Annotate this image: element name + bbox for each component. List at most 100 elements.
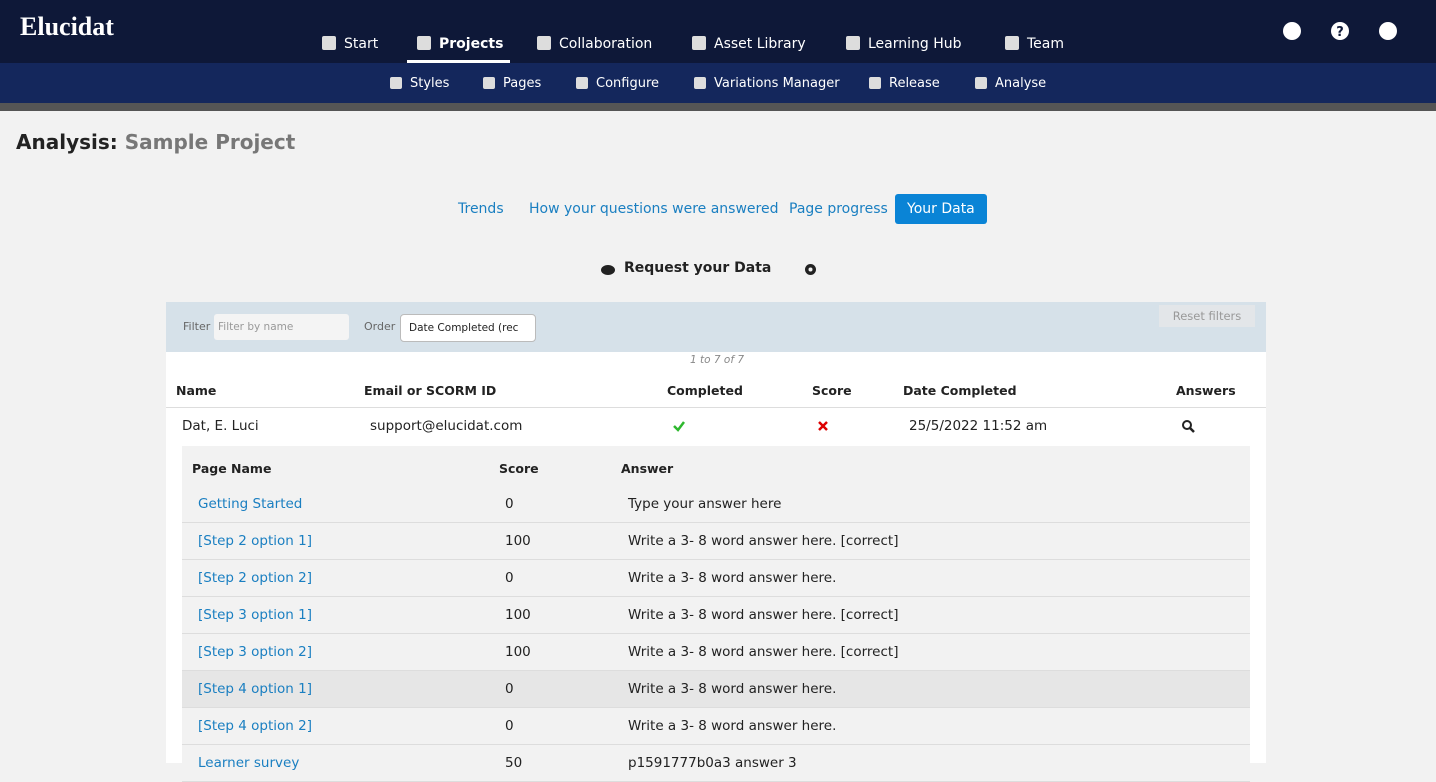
subnav-icon (390, 77, 402, 89)
answer-cell: Write a 3- 8 word answer here. (628, 570, 837, 586)
request-data[interactable]: Request your Data (624, 260, 772, 276)
page-link[interactable]: [Step 2 option 1] (198, 533, 313, 549)
nav-active (407, 60, 510, 63)
page-link[interactable]: [Step 4 option 2] (198, 718, 313, 734)
completed-check (673, 421, 685, 432)
subnav-label: Pages (503, 76, 542, 91)
nav-icon (417, 36, 431, 50)
page-link[interactable]: Getting Started (198, 496, 303, 512)
answer-cell: Write a 3- 8 word answer here. [correct] (628, 644, 899, 660)
answers-header (182, 446, 1250, 487)
tab[interactable]: How your questions were answered (529, 201, 779, 217)
divider (0, 103, 1436, 111)
filter-label: Filter (183, 320, 211, 333)
tab[interactable]: Page progress (789, 201, 888, 217)
nav-icon (537, 36, 551, 50)
filter-input[interactable]: Filter by name (214, 314, 349, 340)
page-link[interactable]: [Step 2 option 2] (198, 570, 313, 586)
answer-cell: Write a 3- 8 word answer here. (628, 681, 837, 697)
nav-label: Projects (439, 36, 504, 52)
answer-row (182, 671, 1250, 708)
subnav-label: Styles (410, 76, 450, 91)
subnav-label: Configure (596, 76, 660, 91)
title-prefix: Analysis: (16, 130, 118, 154)
answers-button[interactable] (1181, 419, 1195, 433)
table-cell: support@elucidat.com (370, 418, 523, 434)
answer-row (182, 597, 1250, 634)
table-cell: 25/5/2022 11:52 am (909, 418, 1048, 434)
score-cross (818, 421, 828, 431)
nav-item[interactable]: Projects (417, 36, 503, 52)
nav-item[interactable]: Collaboration (537, 36, 652, 52)
answer-cell: 100 (505, 644, 531, 660)
answer-cell: 100 (505, 607, 531, 623)
page-link[interactable]: Learner survey (198, 755, 300, 771)
answer-cell: Write a 3- 8 word answer here. [correct] (628, 607, 899, 623)
nav-item[interactable]: Learning Hub (846, 36, 962, 52)
answer-row (182, 560, 1250, 597)
answer-cell: 0 (505, 681, 514, 697)
answer-cell: Write a 3- 8 word answer here. (628, 718, 837, 734)
nav-icon (1005, 36, 1019, 50)
page-link[interactable]: [Step 3 option 1] (198, 607, 313, 623)
answer-row (182, 708, 1250, 745)
nav-label: Start (344, 36, 379, 52)
answer-cell: Write a 3- 8 word answer here. [correct] (628, 533, 899, 549)
subnav-item[interactable]: Release (869, 76, 940, 91)
nav-icon (846, 36, 860, 50)
settings-icon[interactable] (804, 263, 817, 276)
nav-item[interactable]: Team (1005, 36, 1064, 52)
order-label: Order (364, 320, 396, 333)
subnav-label: Variations Manager (714, 76, 840, 91)
tab[interactable]: Trends (458, 201, 504, 217)
tab[interactable]: Your Data (895, 194, 987, 224)
answer-cell: 0 (505, 718, 514, 734)
page-link[interactable]: [Step 4 option 1] (198, 681, 313, 697)
reset-filters[interactable]: Reset filters (1159, 305, 1255, 327)
table-cell: Dat, E. Luci (182, 418, 259, 434)
subnav-icon (975, 77, 987, 89)
answer-cell: 50 (505, 755, 523, 771)
table-header: Completed (667, 383, 743, 398)
subnav-item[interactable]: Configure (576, 76, 659, 91)
nav-icon (692, 36, 706, 50)
order-select[interactable]: Date Completed (rec (400, 314, 536, 342)
answer-row (182, 523, 1250, 560)
answer-cell: 0 (505, 496, 514, 512)
nav-item[interactable]: Asset Library (692, 36, 806, 52)
nav-item[interactable]: Start (322, 36, 378, 52)
row-border (166, 407, 1266, 408)
answers-header-cell: Answer (621, 461, 674, 476)
subnav-item[interactable]: Analyse (975, 76, 1046, 91)
nav-label: Learning Hub (868, 36, 962, 52)
top-bar (0, 0, 1436, 63)
logo[interactable]: Elucidat (20, 12, 114, 41)
table-header: Email or SCORM ID (364, 383, 497, 398)
subnav-item[interactable]: Pages (483, 76, 541, 91)
table-header: Answers (1176, 383, 1236, 398)
table-header: Name (176, 383, 217, 398)
svg-text:?: ? (1336, 25, 1344, 40)
answer-cell: Type your answer here (628, 496, 782, 512)
answer-row (182, 486, 1250, 523)
answers-header-cell: Page Name (192, 461, 272, 476)
sub-bar (0, 63, 1436, 103)
subnav-label: Release (889, 76, 940, 91)
result-count: 1 to 7 of 7 (690, 354, 745, 366)
page-link[interactable]: [Step 3 option 2] (198, 644, 313, 660)
subnav-label: Analyse (995, 76, 1047, 91)
page-title: Analysis: Sample Project (16, 130, 295, 154)
subnav-icon (869, 77, 881, 89)
answer-row (182, 634, 1250, 671)
nav-icon (322, 36, 336, 50)
title: Sample Project (124, 130, 296, 154)
subnav-item[interactable]: Variations Manager (694, 76, 840, 91)
subnav-item[interactable]: Styles (390, 76, 449, 91)
table-header: Date Completed (903, 383, 1017, 398)
subnav-icon (576, 77, 588, 89)
answers-header-cell: Score (499, 461, 539, 476)
cloud-icon (601, 265, 615, 275)
nav-label: Team (1027, 36, 1065, 52)
table-header: Score (812, 383, 852, 398)
